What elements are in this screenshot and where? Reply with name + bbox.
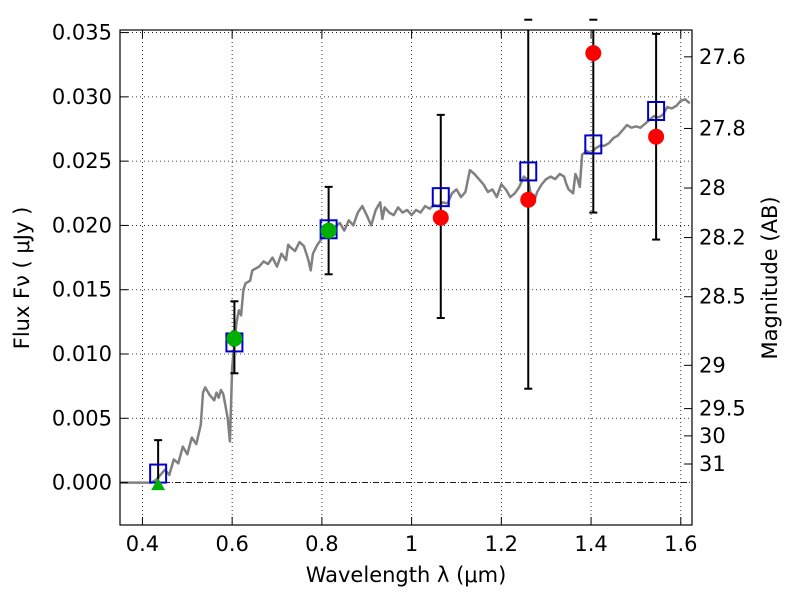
- magnitude-tick-label: 30: [699, 424, 726, 448]
- magnitude-tick-label: 28: [699, 176, 726, 200]
- magnitude-tick-label: 29: [699, 353, 726, 377]
- red-data-point: [432, 209, 449, 226]
- model-spectrum: [120, 98, 691, 484]
- magnitude-tick-label: 28.5: [699, 285, 746, 309]
- y-tick-label: 0.020: [52, 213, 112, 237]
- x-tick-label: 1.6: [664, 532, 697, 556]
- x-tick-label: 1: [405, 532, 418, 556]
- x-tick-label: 0.8: [305, 532, 338, 556]
- y-tick-labels: 0.000 0.005 0.010 0.015 0.020 0.025 0.030 0.035: [52, 21, 112, 495]
- model-spectrum-line: [120, 98, 691, 484]
- x-tick-label: 1.4: [574, 532, 607, 556]
- y-tick-label: 0.015: [52, 278, 112, 302]
- y-tick-label: 0.005: [52, 406, 112, 430]
- grid-lines: [120, 30, 692, 525]
- x-tick-labels: 0.4 0.6 0.8 1 1.2 1.4 1.6: [126, 532, 698, 556]
- green-data-point: [320, 222, 337, 239]
- axis-ticks: [120, 30, 692, 525]
- red-data-point: [585, 45, 602, 62]
- magnitude-tick-label: 29.5: [699, 397, 746, 421]
- green-triangle-point: [151, 478, 166, 491]
- x-tick-label: 1.2: [485, 532, 518, 556]
- x-axis-label: Wavelength λ (μm): [306, 563, 507, 587]
- magnitude-tick-label: 31: [699, 452, 726, 476]
- magnitude-tick-label: 27.6: [699, 45, 746, 69]
- model-photometry-point: [431, 187, 450, 208]
- red-data-point: [648, 128, 665, 145]
- right-axis-label: Magnitude (AB): [758, 196, 782, 359]
- x-tick-label: 0.6: [215, 532, 248, 556]
- y-tick-label: 0.010: [52, 342, 112, 366]
- magnitude-tick-label: 27.8: [699, 116, 746, 140]
- magnitude-tick-label: 28.2: [699, 226, 746, 250]
- y-tick-label: 0.000: [52, 471, 112, 495]
- green-data-point: [226, 330, 243, 347]
- y-tick-label: 0.025: [52, 149, 112, 173]
- x-tick-label: 0.4: [126, 532, 159, 556]
- y-axis-label: Flux Fν ( μJy ): [10, 207, 34, 350]
- model-photometry-point: [647, 101, 666, 121]
- model-photometry-point: [519, 161, 538, 182]
- red-data-point: [520, 191, 537, 208]
- y-tick-label: 0.035: [52, 21, 112, 45]
- model-photometry-point: [584, 134, 603, 155]
- red-data-points: [432, 45, 665, 226]
- y-tick-label: 0.030: [52, 85, 112, 109]
- green-data-points: [151, 222, 337, 491]
- magnitude-tick-labels: 27.6 27.8 28 28.2 28.5 29 29.5 30 31: [699, 45, 746, 476]
- plot-frame: [119, 29, 693, 526]
